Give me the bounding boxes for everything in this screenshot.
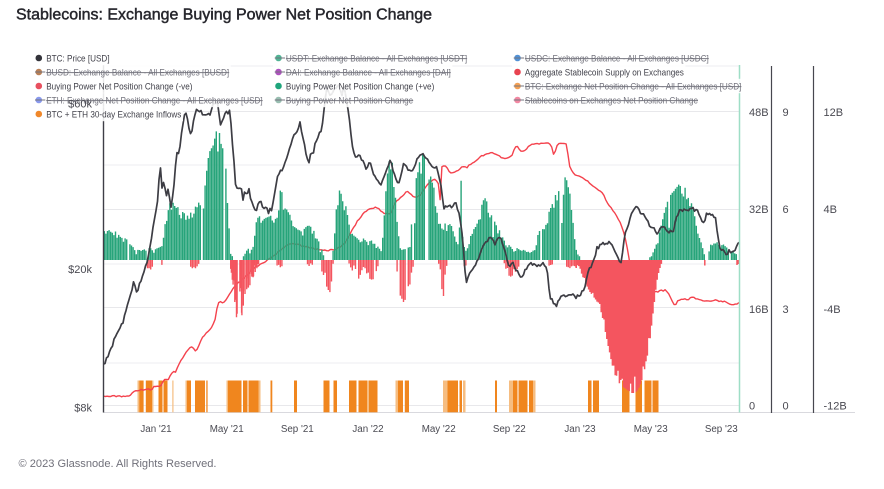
svg-text:Aggregate Stablecoin Supply on: Aggregate Stablecoin Supply on Exchanges bbox=[525, 67, 684, 78]
svg-text:Buying Power Net Position Chan: Buying Power Net Position Change (+ve) bbox=[286, 81, 434, 92]
svg-text:$8k: $8k bbox=[74, 403, 92, 415]
svg-text:Jan '21: Jan '21 bbox=[140, 424, 171, 435]
svg-text:Stablecoins: Exchange Buying P: Stablecoins: Exchange Buying Power Net P… bbox=[16, 7, 432, 24]
svg-text:4B: 4B bbox=[824, 204, 837, 216]
svg-text:© 2023 Glassnode. All Rights R: © 2023 Glassnode. All Rights Reserved. bbox=[19, 458, 217, 470]
svg-text:6: 6 bbox=[783, 204, 789, 216]
svg-text:Sep '21: Sep '21 bbox=[281, 424, 314, 435]
svg-text:Buying Power Net Position Chan: Buying Power Net Position Change bbox=[286, 95, 413, 106]
svg-text:Jan '23: Jan '23 bbox=[564, 424, 596, 435]
svg-text:$60k: $60k bbox=[68, 99, 92, 111]
svg-text:Sep '23: Sep '23 bbox=[705, 424, 738, 435]
svg-text:48B: 48B bbox=[749, 107, 769, 119]
svg-text:16B: 16B bbox=[749, 304, 769, 316]
svg-text:$20k: $20k bbox=[68, 264, 92, 276]
svg-text:Buying Power Net Position Chan: Buying Power Net Position Change (-ve) bbox=[46, 81, 192, 92]
svg-text:USDC: Exchange Balance - All E: USDC: Exchange Balance - All Exchanges [… bbox=[525, 53, 709, 64]
svg-text:DAI: Exchange Balance - All Ex: DAI: Exchange Balance - All Exchanges [D… bbox=[286, 67, 451, 78]
svg-text:BTC: Price [USD]: BTC: Price [USD] bbox=[46, 53, 109, 64]
svg-text:BTC + ETH 30-day Exchange Infl: BTC + ETH 30-day Exchange Inflows bbox=[46, 109, 181, 120]
svg-text:Stablecoins on Exchanges Net P: Stablecoins on Exchanges Net Position Ch… bbox=[525, 95, 698, 106]
svg-text:-12B: -12B bbox=[824, 401, 847, 413]
svg-text:12B: 12B bbox=[824, 107, 844, 119]
svg-text:BUSD: Exchange Balance - All E: BUSD: Exchange Balance - All Exchanges [… bbox=[46, 67, 229, 78]
svg-text:0: 0 bbox=[783, 401, 789, 413]
svg-text:-4B: -4B bbox=[824, 304, 841, 316]
svg-text:Sep '22: Sep '22 bbox=[493, 424, 526, 435]
svg-text:32B: 32B bbox=[749, 204, 769, 216]
svg-text:Jan '22: Jan '22 bbox=[352, 424, 383, 435]
svg-text:BTC: Exchange Net Position Cha: BTC: Exchange Net Position Change - All … bbox=[525, 81, 742, 92]
svg-text:ETH: Exchange Net Position Cha: ETH: Exchange Net Position Change - All … bbox=[46, 95, 263, 106]
svg-text:3: 3 bbox=[783, 304, 789, 316]
svg-text:May '22: May '22 bbox=[422, 424, 456, 435]
svg-text:May '23: May '23 bbox=[634, 424, 669, 435]
svg-text:9: 9 bbox=[783, 107, 789, 119]
svg-text:USDT: Exchange Balance - All E: USDT: Exchange Balance - All Exchanges [… bbox=[286, 53, 467, 64]
svg-text:May '21: May '21 bbox=[210, 424, 244, 435]
svg-text:0: 0 bbox=[749, 401, 755, 413]
